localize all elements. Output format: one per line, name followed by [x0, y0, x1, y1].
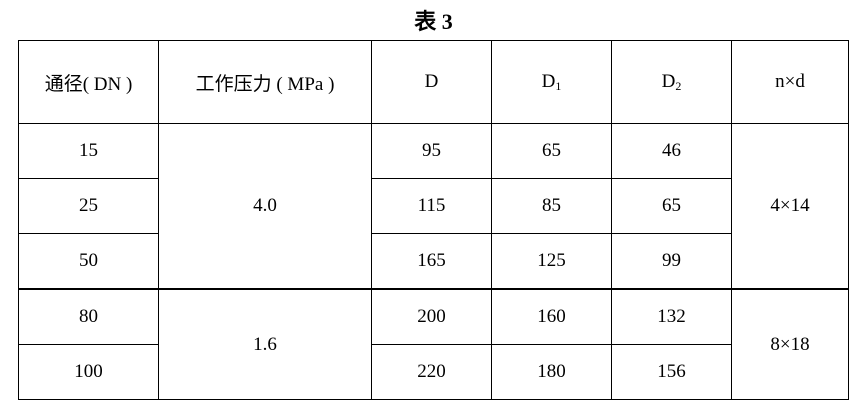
header-d2-sub: 2: [675, 78, 682, 93]
header-d1-sub: 1: [555, 78, 562, 93]
table-title: 表 3: [414, 9, 453, 34]
cell-dn: 25: [18, 178, 159, 234]
table-row: 25 115 85 65: [18, 178, 849, 234]
header-d2: D2: [611, 40, 732, 124]
header-pressure: 工作压力 ( MPa ): [158, 40, 372, 124]
cell-pressure: 1.6: [158, 288, 372, 400]
header-d1: D1: [491, 40, 612, 124]
cell-d1: 180: [491, 344, 612, 400]
cell-dn: 50: [18, 233, 159, 290]
cell-nxd: 8×18: [731, 288, 849, 400]
cell-d1: 125: [491, 233, 612, 290]
cell-d1: 85: [491, 178, 612, 234]
table-row: 80 1.6 200 160 132 8×18: [18, 288, 849, 400]
cell-pressure: 4.0: [158, 123, 372, 290]
header-dn: 通径( DN ): [18, 40, 159, 124]
header-row: 通径( DN ) 工作压力 ( MPa ) D D1 D2 n×d: [18, 40, 849, 124]
header-d: D: [371, 40, 492, 124]
header-nxd: n×d: [731, 40, 849, 124]
cell-d2: 132: [611, 288, 732, 345]
cell-d2: 99: [611, 233, 732, 290]
flange-table: 通径( DN ) 工作压力 ( MPa ) D D1 D2 n×d 15 4.0…: [18, 40, 849, 400]
cell-dn: 100: [18, 344, 159, 400]
cell-d: 220: [371, 344, 492, 400]
cell-dn: 15: [18, 123, 159, 179]
cell-dn: 80: [18, 288, 159, 345]
cell-d: 115: [371, 178, 492, 234]
header-d2-base: D: [661, 70, 676, 92]
cell-d1: 65: [491, 123, 612, 179]
cell-d1: 160: [491, 288, 612, 345]
cell-d2: 46: [611, 123, 732, 179]
cell-d2: 156: [611, 344, 732, 400]
cell-d: 165: [371, 233, 492, 290]
table-row: 100 220 180 156: [18, 344, 849, 400]
cell-d: 200: [371, 288, 492, 345]
cell-nxd: 4×14: [731, 123, 849, 290]
table-row: 15 4.0 95 65 46 4×14: [18, 123, 849, 290]
header-d1-base: D: [541, 70, 556, 92]
cell-d: 95: [371, 123, 492, 179]
cell-d2: 65: [611, 178, 732, 234]
table-row: 50 165 125 99: [18, 233, 849, 290]
